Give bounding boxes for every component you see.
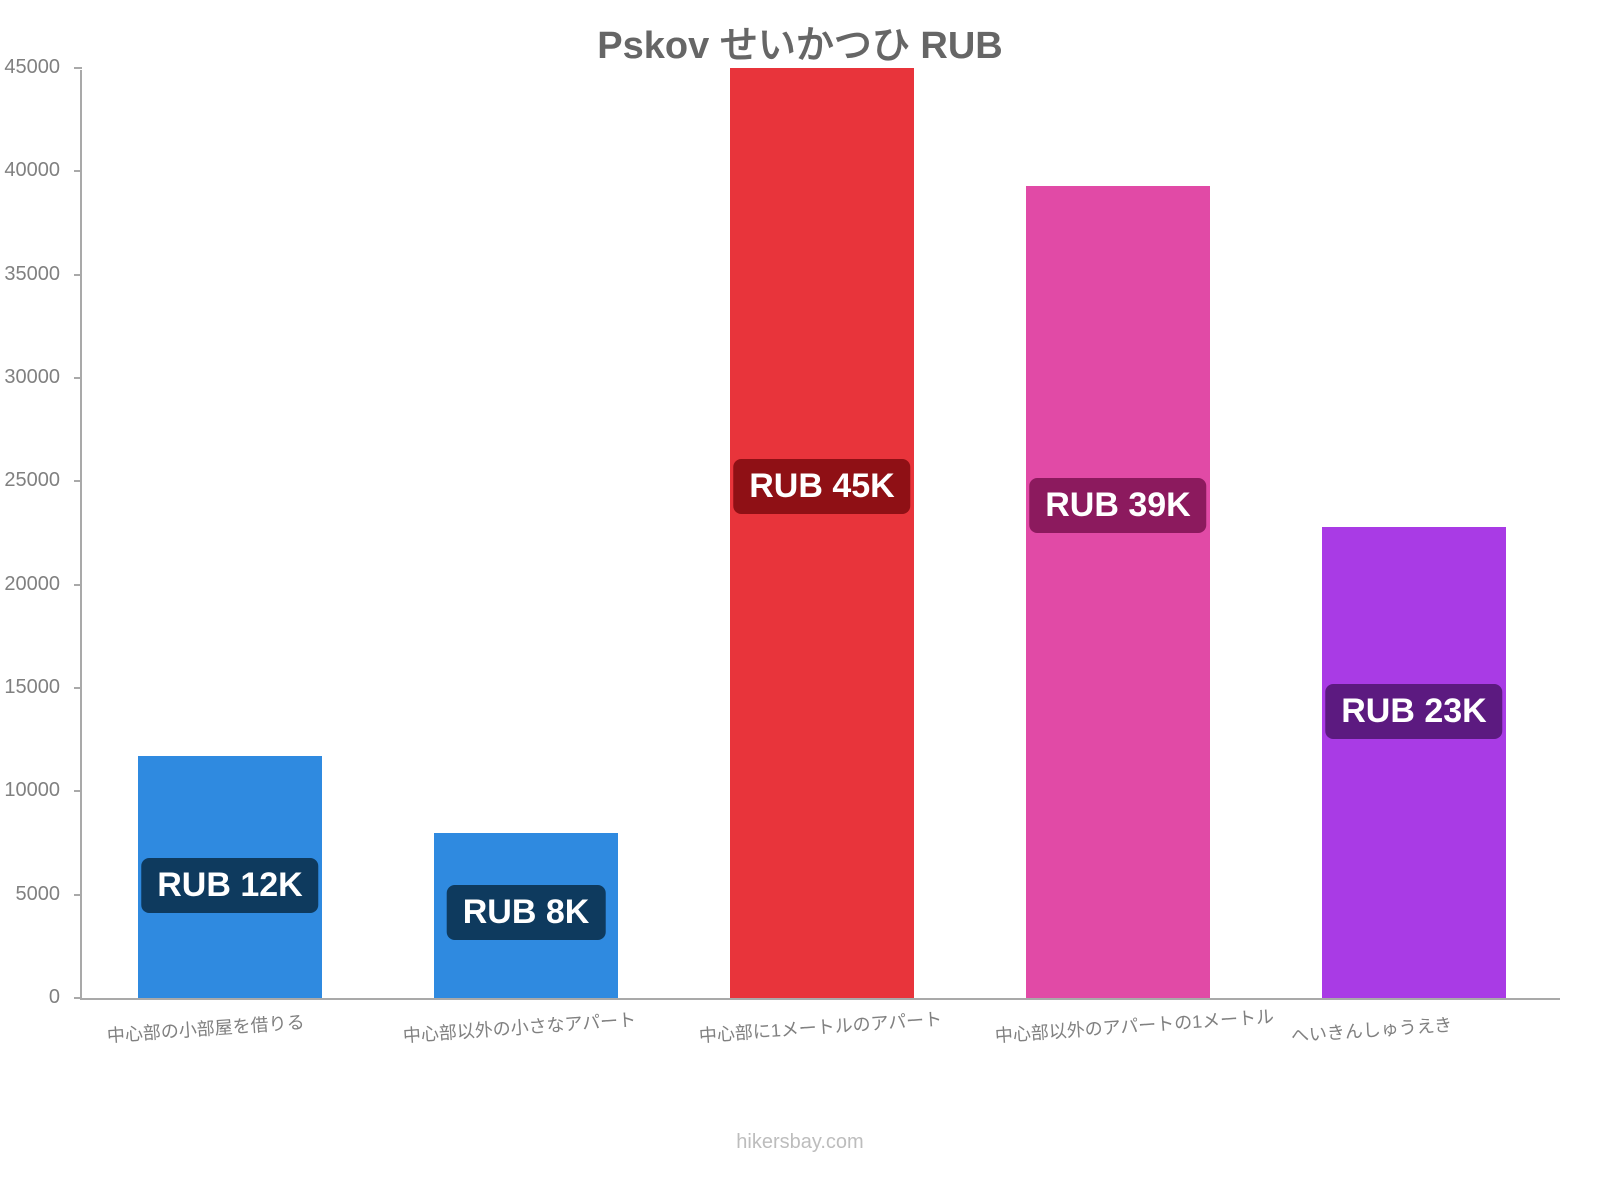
y-tick-label: 35000 [0,263,70,286]
y-tick-label: 0 [0,986,70,1009]
value-badge: RUB 12K [141,858,318,913]
x-axis-label: 中心部以外の小さなアパート [402,1006,637,1048]
y-tick-label: 5000 [0,883,70,906]
y-tick-mark [74,170,82,172]
value-badge: RUB 39K [1029,478,1206,533]
x-axis-label: 中心部以外のアパートの1メートル [994,1002,1275,1047]
value-badge: RUB 45K [733,459,910,514]
value-badge: RUB 8K [447,885,606,940]
y-tick-mark [74,480,82,482]
y-tick-label: 30000 [0,366,70,389]
x-axis-labels: 中心部の小部屋を借りる 中心部以外の小さなアパート 中心部に1メートルのアパート 中心… [80,1004,1560,1064]
x-axis-label: 中心部の小部屋を借りる [106,1008,305,1048]
y-tick-label: 45000 [0,56,70,79]
bars-layer: RUB 12K RUB 8K RUB 45K RUB 39K RUB 23K [82,70,1560,998]
plot-area: RUB 12KRUB 8KRUB 45KRUB 39KRUB 23K 05000… [80,70,1560,1000]
bar [730,68,914,998]
y-tick-mark [74,67,82,69]
x-axis-label: へいきんしゅうえき [1290,1011,1453,1048]
y-tick-mark [74,377,82,379]
y-tick-label: 40000 [0,159,70,182]
y-tick-mark [74,687,82,689]
y-tick-mark [74,894,82,896]
bar [1322,527,1506,998]
y-tick-mark [74,274,82,276]
attribution-text: hikersbay.com [0,1131,1600,1154]
y-tick-mark [74,584,82,586]
chart-container: Pskov せいかつひ RUB RUB 12KRUB 8KRUB 45KRUB … [0,0,1600,1200]
value-badge: RUB 23K [1325,684,1502,739]
y-tick-label: 10000 [0,779,70,802]
y-tick-mark [74,997,82,999]
y-tick-label: 20000 [0,573,70,596]
bar [1026,186,1210,998]
x-axis-label: 中心部に1メートルのアパート [698,1005,943,1048]
y-tick-label: 25000 [0,469,70,492]
y-tick-mark [74,790,82,792]
y-tick-label: 15000 [0,676,70,699]
chart-title: Pskov せいかつひ RUB [0,14,1600,69]
